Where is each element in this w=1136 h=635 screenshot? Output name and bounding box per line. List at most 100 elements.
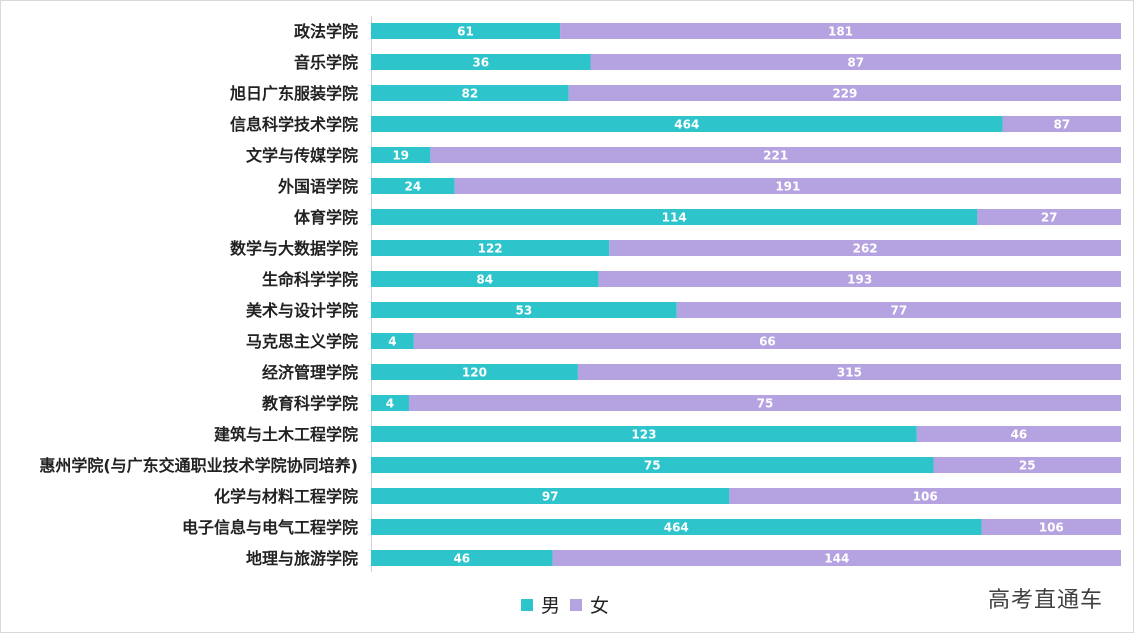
bar-female-0 — [560, 23, 1121, 39]
data-label-female-8: 193 — [847, 273, 872, 287]
bar-male-0 — [371, 23, 561, 39]
bar-female-17 — [552, 550, 1121, 566]
data-label-male-15: 97 — [542, 490, 559, 504]
bar-male-3 — [371, 116, 1003, 132]
legend: 男女 — [521, 595, 609, 617]
bar-female-8 — [598, 271, 1121, 287]
bar-male-6 — [371, 209, 978, 225]
data-label-female-11: 315 — [837, 366, 862, 380]
category-label-12: 教育科学学院 — [262, 394, 358, 413]
data-label-male-10: 4 — [388, 335, 396, 349]
bar-male-16 — [371, 519, 982, 535]
data-label-male-6: 114 — [662, 211, 687, 225]
data-label-female-1: 87 — [847, 56, 864, 70]
data-label-male-11: 120 — [462, 366, 487, 380]
data-label-male-13: 123 — [631, 428, 656, 442]
bar-male-12 — [371, 395, 409, 411]
data-label-female-0: 181 — [828, 25, 853, 39]
bar-male-10 — [371, 333, 414, 349]
category-label-5: 外国语学院 — [277, 177, 358, 196]
data-label-male-5: 24 — [405, 180, 422, 194]
bar-male-14 — [371, 457, 934, 473]
category-label-2: 旭日广东服装学院 — [229, 84, 358, 103]
data-label-male-12: 4 — [386, 397, 394, 411]
data-label-female-15: 106 — [913, 490, 938, 504]
legend-label-0: 男 — [541, 595, 560, 617]
category-label-9: 美术与设计学院 — [246, 301, 358, 320]
data-label-female-10: 66 — [759, 335, 776, 349]
category-label-14: 惠州学院(与广东交通职业技术学院协同培养) — [39, 456, 358, 475]
category-label-7: 数学与大数据学院 — [230, 239, 358, 258]
data-label-female-14: 25 — [1019, 459, 1036, 473]
data-label-female-12: 75 — [757, 397, 774, 411]
category-label-10: 马克思主义学院 — [246, 332, 358, 351]
data-label-male-9: 53 — [516, 304, 533, 318]
bar-female-7 — [609, 240, 1121, 256]
category-label-0: 政法学院 — [294, 22, 358, 41]
data-label-female-2: 229 — [832, 87, 857, 101]
category-label-13: 建筑与土木工程学院 — [214, 425, 358, 444]
data-label-male-14: 75 — [644, 459, 661, 473]
legend-swatch-0 — [521, 599, 533, 611]
data-label-female-3: 87 — [1053, 118, 1070, 132]
legend-swatch-1 — [570, 599, 582, 611]
bar-female-1 — [590, 54, 1121, 70]
bar-male-1 — [371, 54, 591, 70]
data-label-male-7: 122 — [478, 242, 503, 256]
bar-male-7 — [371, 240, 610, 256]
bar-male-8 — [371, 271, 599, 287]
bar-female-2 — [568, 85, 1121, 101]
data-label-male-3: 464 — [674, 118, 699, 132]
bar-female-10 — [413, 333, 1121, 349]
bar-male-11 — [371, 364, 578, 380]
data-label-female-9: 77 — [891, 304, 908, 318]
bar-male-15 — [371, 488, 730, 504]
bar-male-9 — [371, 302, 677, 318]
bar-male-17 — [371, 550, 553, 566]
data-label-male-4: 19 — [392, 149, 409, 163]
bar-female-5 — [454, 178, 1121, 194]
category-labels: 政法学院音乐学院旭日广东服装学院信息科学技术学院文学与传媒学院外国语学院体育学院… — [39, 22, 358, 568]
category-label-8: 生命科学学院 — [262, 270, 358, 289]
watermark-text: 高考直通车 — [988, 588, 1104, 613]
bar-male-5 — [371, 178, 455, 194]
data-label-male-8: 84 — [476, 273, 493, 287]
bar-male-4 — [371, 147, 431, 163]
category-label-1: 音乐学院 — [294, 53, 358, 72]
bar-male-2 — [371, 85, 569, 101]
data-label-female-6: 27 — [1041, 211, 1058, 225]
bar-female-16 — [981, 519, 1121, 535]
data-label-female-5: 191 — [775, 180, 800, 194]
data-label-female-13: 46 — [1011, 428, 1028, 442]
bar-female-6 — [977, 209, 1121, 225]
category-label-11: 经济管理学院 — [262, 363, 358, 382]
bar-female-9 — [676, 302, 1121, 318]
bar-female-13 — [916, 426, 1121, 442]
data-label-female-7: 262 — [853, 242, 878, 256]
data-label-male-1: 36 — [472, 56, 489, 70]
bar-male-13 — [371, 426, 917, 442]
data-label-female-4: 221 — [763, 149, 788, 163]
data-label-female-16: 106 — [1039, 521, 1064, 535]
data-label-male-17: 46 — [453, 552, 470, 566]
data-label-male-2: 82 — [462, 87, 479, 101]
category-label-4: 文学与传媒学院 — [246, 146, 358, 165]
bar-female-14 — [933, 457, 1121, 473]
data-label-female-17: 144 — [824, 552, 849, 566]
category-label-6: 体育学院 — [294, 208, 358, 227]
bar-female-3 — [1002, 116, 1121, 132]
bar-female-4 — [430, 147, 1121, 163]
legend-label-1: 女 — [590, 595, 609, 617]
bar-female-15 — [729, 488, 1121, 504]
category-label-15: 化学与材料工程学院 — [214, 487, 358, 506]
category-label-16: 电子信息与电气工程学院 — [182, 518, 358, 537]
bar-female-12 — [408, 395, 1121, 411]
category-label-3: 信息科学技术学院 — [230, 115, 358, 134]
data-label-male-16: 464 — [664, 521, 689, 535]
bar-female-11 — [577, 364, 1121, 380]
data-label-male-0: 61 — [457, 25, 474, 39]
category-label-17: 地理与旅游学院 — [246, 549, 358, 568]
